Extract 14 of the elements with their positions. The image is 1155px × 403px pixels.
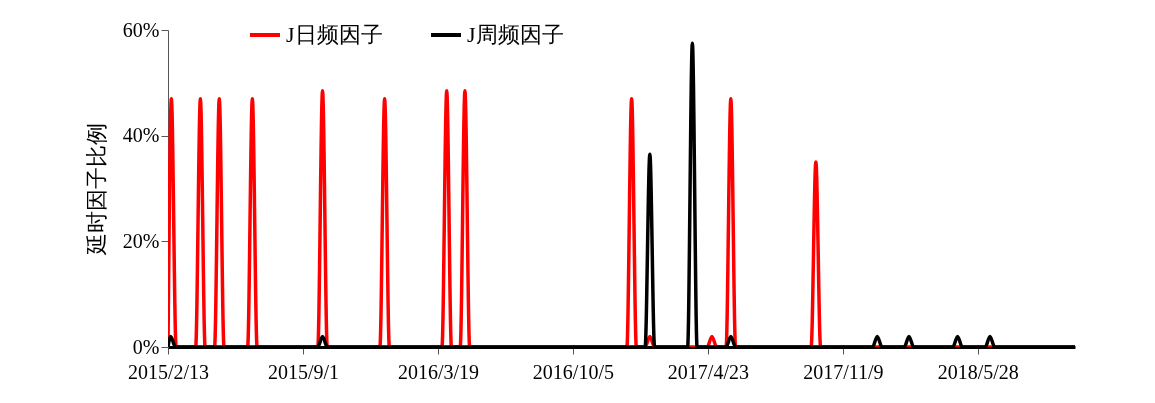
- y-tick-label: 0%: [132, 335, 160, 358]
- x-tick-label: 2018/5/28: [937, 360, 1019, 383]
- legend-label: J日频因子: [286, 22, 383, 47]
- y-axis-title: 延时因子比例: [83, 123, 109, 256]
- y-tick-label: 40%: [122, 124, 160, 147]
- x-tick-label: 2017/4/23: [667, 360, 749, 383]
- legend-label: J周频因子: [467, 22, 564, 47]
- y-tick-label: 20%: [122, 229, 160, 252]
- x-tick-label: 2016/3/19: [397, 360, 479, 383]
- x-tick-label: 2017/11/9: [803, 360, 884, 383]
- x-tick-label: 2016/10/5: [532, 360, 614, 383]
- y-tick-label: 60%: [122, 18, 160, 41]
- x-tick-label: 2015/2/13: [127, 360, 210, 383]
- x-tick-label: 2015/9/1: [267, 360, 340, 383]
